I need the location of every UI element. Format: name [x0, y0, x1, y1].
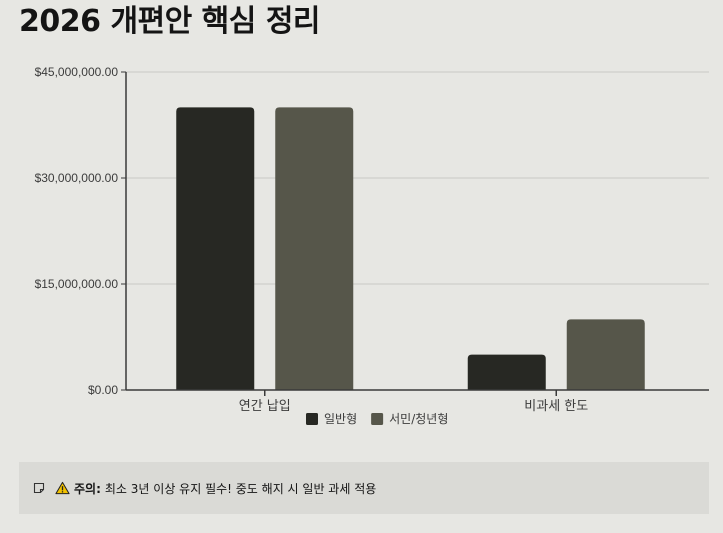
- axis-labels: $0.00 $15,000,000.00 $30,000,000.00 $45,000…: [35, 65, 589, 414]
- axes: [121, 71, 709, 396]
- page-title: 2026 개편안 핵심 정리: [19, 4, 321, 39]
- legend-swatch[interactable]: [306, 413, 318, 425]
- notice-box: 주의: 최소 3년 이상 유지 필수! 중도 해지 시 일반 과세 적용: [19, 462, 709, 514]
- bar[interactable]: [566, 319, 645, 390]
- legend-label[interactable]: 일반형: [324, 412, 357, 426]
- x-tick-label: 비과세 한도: [524, 399, 588, 414]
- x-tick-label: 연간 납입: [239, 399, 291, 414]
- y-tick-label: $30,000,000.00: [35, 171, 119, 185]
- bar[interactable]: [176, 107, 255, 391]
- notice-text: 최소 3년 이상 유지 필수! 중도 해지 시 일반 과세 적용: [104, 481, 377, 496]
- note-icon: [33, 482, 45, 494]
- bar-chart: $0.00 $15,000,000.00 $30,000,000.00 $45,000…: [35, 65, 709, 426]
- bars: [176, 107, 645, 391]
- legend-label[interactable]: 서민/청년형: [389, 412, 448, 426]
- y-tick-label: $15,000,000.00: [35, 277, 119, 291]
- warning-icon: [55, 481, 70, 495]
- bar[interactable]: [467, 354, 546, 390]
- notice-label: 주의:: [74, 481, 101, 496]
- legend[interactable]: 일반형 서민/청년형: [306, 412, 448, 426]
- y-tick-label: $45,000,000.00: [35, 65, 119, 79]
- bar[interactable]: [275, 107, 354, 391]
- y-tick-label: $0.00: [88, 383, 118, 397]
- legend-swatch[interactable]: [371, 413, 384, 425]
